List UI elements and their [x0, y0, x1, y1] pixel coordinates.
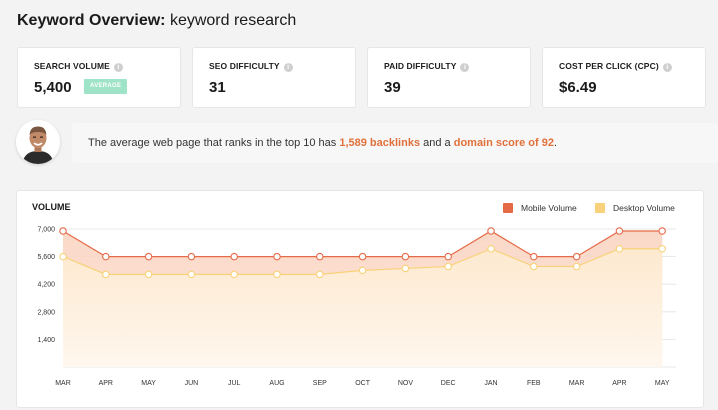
data-point-mobile [273, 252, 281, 261]
legend-swatch-desktop [595, 203, 605, 213]
tip-middle: and a [420, 137, 454, 149]
x-tick-label: APR [612, 380, 626, 387]
x-tick-label: JUN [185, 380, 199, 387]
legend-swatch-mobile [503, 203, 513, 213]
y-tick-label: 5,600 [37, 254, 55, 261]
x-tick-label: MAY [141, 380, 156, 387]
metric-label-text: COST PER CLICK (CPC) [559, 61, 659, 71]
chart-title: VOLUME [32, 202, 71, 212]
metric-card-seo-difficulty: SEO DIFFICULTY i 31 [192, 47, 356, 108]
x-tick-label: JUL [228, 380, 241, 387]
legend-label-desktop: Desktop Volume [613, 203, 675, 213]
info-icon[interactable]: i [283, 63, 293, 72]
x-tick-label: MAR [569, 380, 585, 387]
x-tick-label: MAY [655, 380, 670, 387]
x-tick-label: JAN [484, 380, 497, 387]
metric-value-seo-difficulty: 31 [209, 79, 226, 96]
volume-chart-card: VOLUME Mobile Volume Desktop Volume 7,00… [16, 190, 704, 408]
data-point-desktop [187, 270, 196, 279]
x-tick-label: SEP [313, 380, 327, 387]
x-tick-label: DEC [441, 380, 456, 387]
tip-text: The average web page that ranks in the t… [88, 137, 557, 149]
data-point-mobile [530, 252, 538, 261]
metric-label-seo-difficulty: SEO DIFFICULTY i [209, 61, 293, 72]
backlinks-tip: The average web page that ranks in the t… [72, 123, 718, 163]
tip-domain-score-link[interactable]: domain score of 92 [453, 137, 554, 149]
avatar [16, 120, 60, 164]
metric-label-search-volume: SEARCH VOLUME i [34, 61, 123, 72]
data-point-desktop [273, 270, 281, 279]
page-title-keyword: keyword research [169, 12, 297, 29]
data-point-mobile [187, 252, 196, 261]
data-point-mobile [144, 252, 153, 261]
page-title: Keyword Overview: keyword research [17, 12, 296, 30]
x-tick-label: AUG [269, 380, 284, 387]
metric-card-search-volume: SEARCH VOLUME i 5,400 AVERAGE [17, 47, 181, 108]
data-point-mobile [316, 252, 324, 261]
data-point-mobile [572, 252, 581, 261]
y-tick-label: 1,400 [37, 337, 55, 344]
data-point-desktop [615, 244, 624, 253]
data-point-desktop [401, 264, 410, 273]
data-point-mobile [487, 227, 495, 235]
tip-backlinks-link[interactable]: 1,589 backlinks [339, 137, 421, 149]
info-icon[interactable]: i [662, 63, 672, 72]
metric-label-cpc: COST PER CLICK (CPC) i [559, 61, 672, 72]
y-tick-label: 7,000 [37, 227, 55, 234]
data-point-mobile [358, 252, 367, 261]
data-point-desktop [230, 270, 238, 279]
tip-suffix: . [553, 137, 558, 149]
data-point-mobile [444, 252, 452, 261]
y-tick-label: 2,800 [37, 309, 55, 316]
data-point-desktop [102, 270, 110, 279]
data-point-desktop [444, 262, 452, 271]
data-point-mobile [658, 227, 666, 235]
metric-value-search-volume: 5,400 [34, 79, 72, 96]
legend-mobile-volume[interactable]: Mobile Volume [503, 203, 577, 213]
data-point-desktop [358, 266, 367, 275]
metric-label-text: SEO DIFFICULTY [209, 61, 280, 71]
volume-level-badge: AVERAGE [84, 79, 128, 94]
data-point-desktop [658, 244, 666, 253]
x-tick-label: NOV [398, 380, 414, 387]
data-point-mobile [615, 227, 624, 235]
data-point-desktop [144, 270, 153, 279]
legend-desktop-volume[interactable]: Desktop Volume [595, 203, 675, 213]
data-point-desktop [59, 252, 67, 261]
data-point-mobile [102, 252, 110, 261]
data-point-desktop [572, 262, 581, 271]
metric-value-paid-difficulty: 39 [384, 79, 401, 96]
metric-card-cpc: COST PER CLICK (CPC) i $6.49 [542, 47, 706, 108]
metric-card-paid-difficulty: PAID DIFFICULTY i 39 [367, 47, 531, 108]
legend-label-mobile: Mobile Volume [521, 203, 577, 213]
data-point-desktop [316, 270, 324, 279]
x-tick-label: MAR [55, 380, 71, 387]
data-point-mobile [230, 252, 238, 261]
metric-label-paid-difficulty: PAID DIFFICULTY i [384, 61, 470, 72]
y-tick-label: 4,200 [37, 282, 55, 289]
x-tick-label: APR [99, 380, 113, 387]
metric-value-cpc: $6.49 [559, 79, 597, 96]
x-tick-label: OCT [355, 380, 371, 387]
data-point-desktop [530, 262, 538, 271]
data-point-mobile [59, 227, 67, 235]
area-desktop [63, 248, 663, 367]
info-icon[interactable]: i [460, 63, 470, 72]
tip-prefix: The average web page that ranks in the t… [88, 137, 340, 149]
line-mobile [62, 230, 663, 258]
volume-area-chart: 7,000 5,600 4,200 2,800 1,400 MAR APR MAY JUN JUL… [37, 227, 676, 387]
metric-label-text: PAID DIFFICULTY [384, 61, 457, 71]
data-point-mobile [401, 252, 410, 261]
x-tick-label: FEB [527, 380, 541, 387]
metric-label-text: SEARCH VOLUME [34, 61, 110, 71]
page-title-prefix: Keyword Overview: [17, 12, 166, 29]
data-point-desktop [487, 244, 495, 253]
info-icon[interactable]: i [113, 63, 123, 72]
avatar-portrait-icon [16, 120, 60, 164]
